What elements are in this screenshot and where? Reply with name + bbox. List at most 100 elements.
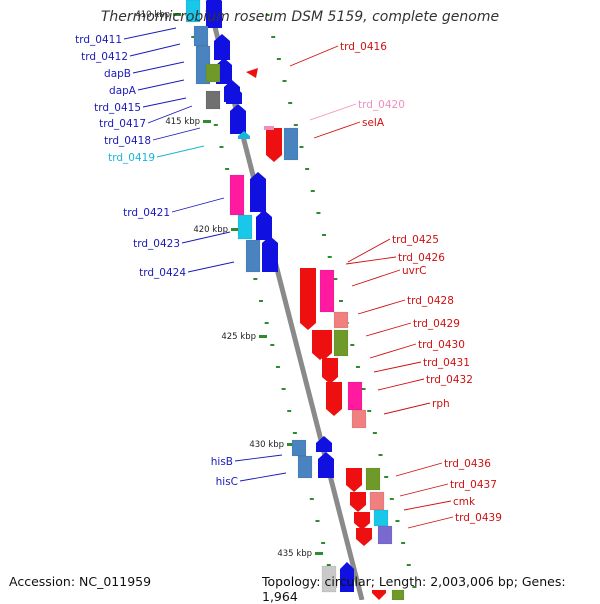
gene-label-sela: selA [362,117,385,129]
gene-label-dapa: dapA [109,85,137,97]
gene-label-trd_0420: trd_0420 [358,99,405,111]
gene-arrow-forward [340,562,354,592]
guide-dot [271,36,276,38]
leader-line [142,97,187,108]
guide-dot [299,146,304,148]
guide-dot [191,36,196,38]
gene-arrow-reverse [264,126,274,130]
cog-box [237,214,253,240]
leader-line [383,402,431,415]
guide-dot [288,102,293,104]
tick-mark [287,443,295,446]
gene-label-trd_0432: trd_0432 [426,374,473,386]
cog-box [347,381,363,411]
gene-label-trd_0419: trd_0419 [108,152,155,164]
guide-dot [406,564,411,566]
gene-arrow-forward [230,104,246,134]
guide-dot [265,14,270,16]
guide-dot [350,344,355,346]
leader-line [239,472,287,482]
leader-line [309,103,357,121]
leader-line [347,238,391,263]
leader-line [123,27,177,40]
guide-dot [327,256,332,258]
cog-box [229,174,245,216]
map-title: Thermomicrobium roseum DSM 5159, complet… [100,9,500,25]
guide-dot [282,80,287,82]
gene-label-trd_0428: trd_0428 [407,295,454,307]
tick-label: 420 kbp [193,225,228,235]
tick-label: 435 kbp [277,549,312,559]
guide-dot [259,300,263,302]
gene-label-trd_0425: trd_0425 [392,234,439,246]
gene-arrow-reverse [322,358,338,384]
guide-dot [276,58,281,60]
gene-features [185,0,405,601]
guide-dot [213,124,218,126]
guide-dot [310,190,315,192]
gene-arrow-reverse [356,528,372,546]
leader-line [313,121,361,139]
guide-dot [384,476,389,478]
guide-dot [316,212,321,214]
leader-line [171,197,225,213]
leader-line [152,127,201,141]
gene-arrow-forward [256,210,272,240]
accession-text: Accession: NC_011959 [9,574,152,589]
cog-box [351,409,367,429]
leader-line [369,343,417,359]
leader-line [365,322,412,337]
cog-box [283,127,299,161]
guide-dot [292,432,297,434]
cog-box [185,0,201,23]
guide-dot [401,542,406,544]
gene-label-trd_0436: trd_0436 [444,458,491,470]
cog-box [333,329,349,357]
guide-dot [253,278,258,280]
leader-line [357,299,406,315]
cog-box [297,455,313,479]
leader-line [181,231,231,244]
gene-arrow-reverse [346,468,362,492]
gene-label-trd_0429: trd_0429 [413,318,460,330]
guide-dot [219,146,224,148]
guide-dot [355,366,360,368]
cog-box [205,63,221,83]
cog-box [369,491,385,511]
guide-dot [412,586,417,588]
gene-label-trd_0415: trd_0415 [94,102,141,114]
tick-mark [315,552,323,555]
gene-label-trd_0424: trd_0424 [139,267,186,279]
leader-line [403,500,452,511]
gene-label-trd_0416: trd_0416 [340,41,387,53]
gene-label-trd_0430: trd_0430 [418,339,465,351]
leader-line [373,361,422,373]
gene-arrow-reverse [354,512,370,530]
gene-label-trd_0421: trd_0421 [123,207,170,219]
cog-box [365,467,381,491]
guide-dot [287,410,292,412]
leader-line [407,516,454,529]
gene-label-trd_0439: trd_0439 [455,512,502,524]
leader-line [351,269,401,287]
guide-dot [305,168,310,170]
gene-label-trd_0423: trd_0423 [133,238,180,250]
gene-label-trd_0426: trd_0426 [398,252,445,264]
gene-label-trd_0431: trd_0431 [423,357,470,369]
gene-arrow-forward [238,131,250,139]
gene-arrow-reverse [350,492,366,512]
tick-label: 410 kbp [135,10,170,20]
leader-line [289,45,339,67]
cog-box [321,565,337,593]
leader-line [345,256,397,265]
leader-line [377,378,425,391]
guide-dot [281,388,286,390]
guide-dot [378,454,383,456]
gene-label-trd_0437: trd_0437 [450,479,497,491]
guide-dot [275,366,280,368]
gene-label-rph: rph [432,398,450,410]
guide-dot [309,498,314,500]
gene-arrow-reverse [246,68,258,78]
